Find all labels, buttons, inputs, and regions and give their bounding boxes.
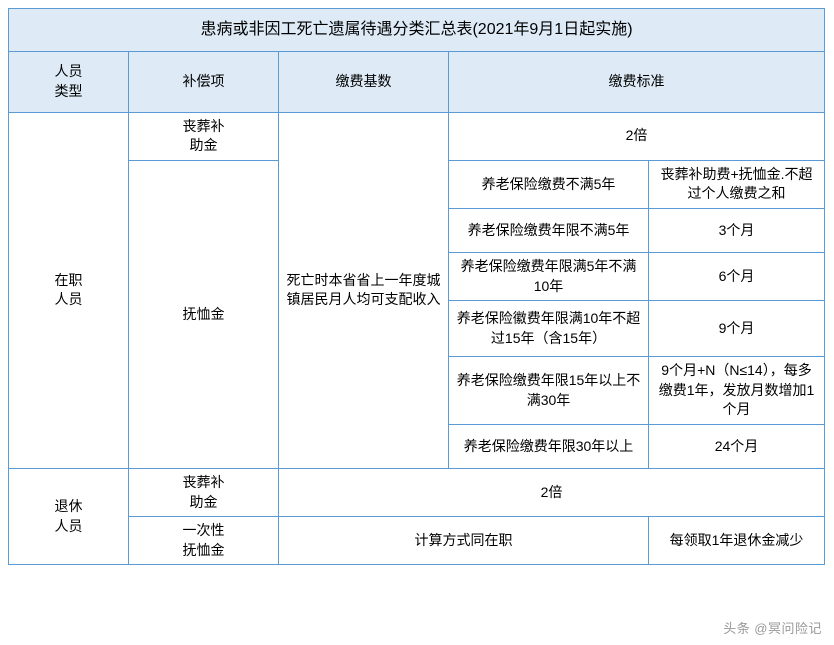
benefits-table: 患病或非因工死亡遗属待遇分类汇总表(2021年9月1日起实施) 人员类型 补偿项… [8,8,825,565]
header-payment-base: 缴费基数 [279,52,449,112]
header-person-type: 人员类型 [9,52,129,112]
cell-val-6m: 6个月 [649,252,825,300]
header-compensation-item: 补偿项 [129,52,279,112]
cell-cond-lt5: 养老保险缴费不满5年 [449,160,649,208]
cell-val-24m: 24个月 [649,424,825,468]
cell-person-retired: 退休人员 [9,468,129,564]
cell-item-pension: 抚恤金 [129,160,279,468]
cell-std-2x-ret: 2倍 [279,468,825,516]
cell-std-2x: 2倍 [449,112,825,160]
header-payment-standard: 缴费标准 [449,52,825,112]
cell-val-9m: 9个月 [649,301,825,357]
cell-cond-15to30: 养老保险缴费年限15年以上不满30年 [449,357,649,425]
cell-val-lt5: 丧葬补助费+抚恤金.不超过个人缴费之和 [649,160,825,208]
cell-item-funeral2: 丧葬补助金 [129,468,279,516]
cell-item-onetime: 一次性抚恤金 [129,517,279,565]
cell-cond-30plus: 养老保险缴费年限30年以上 [449,424,649,468]
cell-cond-10to15: 养老保险徽费年限满10年不超过15年（含15年） [449,301,649,357]
cell-item-funeral: 丧葬补助金 [129,112,279,160]
cell-cond-sameasonjob: 计算方式同在职 [279,517,649,565]
cell-cond-5to10: 养老保险缴费年限满5年不满10年 [449,252,649,300]
cell-val-3m: 3个月 [649,208,825,252]
table-title: 患病或非因工死亡遗属待遇分类汇总表(2021年9月1日起实施) [9,9,825,52]
cell-base-income: 死亡时本省省上一年度城镇居民月人均可支配收入 [279,112,449,468]
cell-val-9plusN: 9个月+N（N≤14），每多缴费1年，发放月数增加1个月 [649,357,825,425]
cell-val-reduce: 每领取1年退休金减少 [649,517,825,565]
cell-person-onjob: 在职人员 [9,112,129,468]
cell-cond-lt5y: 养老保险缴费年限不满5年 [449,208,649,252]
watermark: 头条 @冥问险记 [723,618,822,637]
